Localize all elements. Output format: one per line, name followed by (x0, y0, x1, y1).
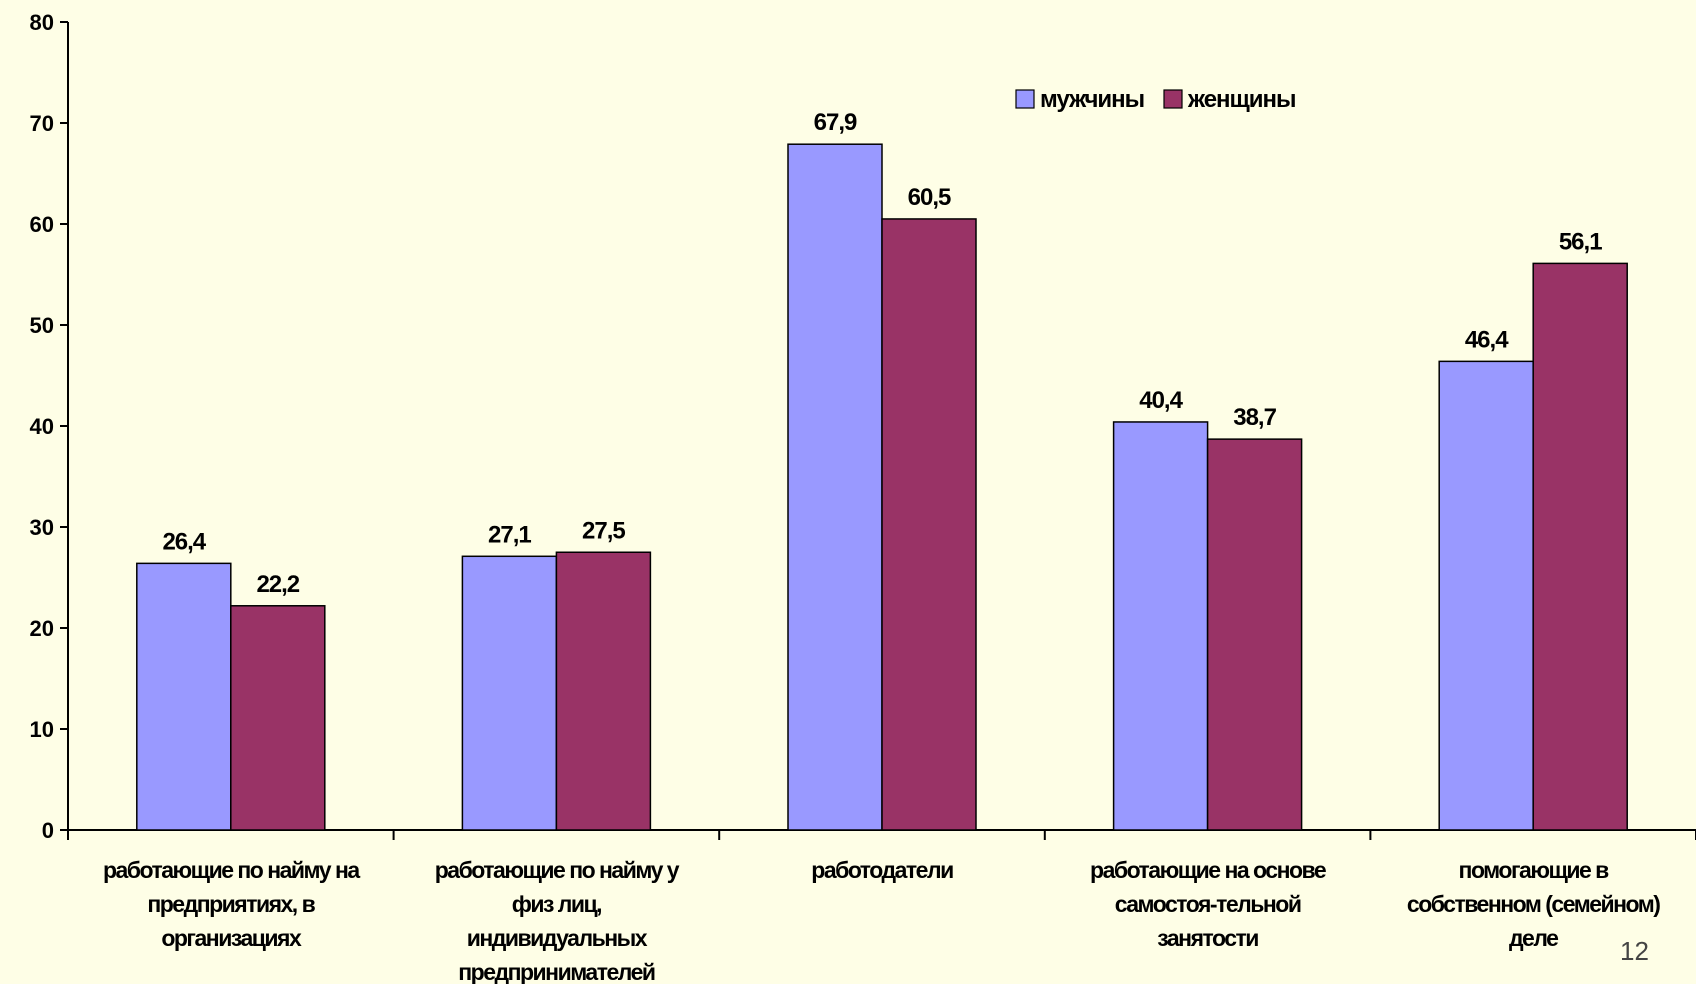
category-label: работающие на основе самостоя-тельной заня… (1090, 857, 1326, 951)
y-tick-label: 40 (30, 414, 54, 439)
data-labels: 26,4 22,2 27,1 27,5 67,9 60,5 40,4 38,7 46,4 56,1 (162, 109, 1603, 598)
data-label: 38,7 (1233, 404, 1276, 431)
category-label-line: работающие по найму на (103, 857, 360, 883)
category-label-line: предприятиях, в (147, 891, 315, 917)
legend-label: женщины (1187, 86, 1296, 113)
data-label: 27,5 (582, 517, 625, 544)
category-label-line: работодатели (811, 857, 953, 883)
axes: 0 10 20 30 40 50 60 70 80 (30, 10, 1696, 843)
bar (787, 143, 883, 831)
data-label: 27,1 (488, 521, 531, 548)
category-label-line: организациях (161, 925, 302, 951)
data-label: 46,4 (1465, 326, 1509, 353)
bar (1206, 438, 1303, 831)
page-number: 12 (1620, 936, 1649, 966)
legend-swatch (1015, 89, 1035, 109)
bar (1112, 421, 1209, 831)
data-label: 56,1 (1559, 228, 1602, 255)
bar (1438, 360, 1534, 831)
data-label: 22,2 (256, 571, 299, 598)
data-label: 67,9 (814, 109, 857, 136)
bar (461, 555, 558, 831)
category-label-line: предпринимателей (458, 959, 655, 984)
y-tick-label: 70 (30, 111, 54, 136)
y-tick-label: 80 (30, 10, 54, 35)
data-label: 60,5 (908, 184, 951, 211)
y-tick-label: 10 (30, 717, 54, 742)
y-tick-label: 0 (42, 818, 54, 843)
legend-swatch (1163, 89, 1183, 109)
category-label: работающие по найму у физ лиц, индивидуаль… (435, 857, 680, 984)
y-tick-label: 20 (30, 616, 54, 641)
category-label-line: собственном (семейном) (1407, 891, 1660, 917)
category-label: помогающие в собственном (семейном) деле (1407, 857, 1660, 951)
category-label-line: самостоя-тельной (1115, 891, 1301, 917)
y-tick-label: 50 (30, 313, 54, 338)
category-labels: работающие по найму на предприятиях, в орг… (103, 857, 1662, 984)
legend: мужчины женщины (1015, 86, 1297, 113)
category-label-line: индивидуальных (467, 925, 648, 951)
category-label: работающие по найму на предприятиях, в орг… (103, 857, 360, 951)
y-tick-label: 60 (30, 212, 54, 237)
bar (136, 562, 232, 831)
data-label: 26,4 (162, 528, 206, 555)
bar (1532, 262, 1628, 831)
category-label-line: физ лиц, (512, 891, 601, 917)
category-label-line: помогающие в (1459, 857, 1610, 883)
bars (136, 143, 1628, 831)
y-tick-label: 30 (30, 515, 54, 540)
category-label-line: занятости (1157, 925, 1258, 951)
category-label-line: работающие на основе (1090, 857, 1326, 883)
bar (555, 551, 652, 831)
bar (881, 218, 977, 831)
data-label: 40,4 (1139, 387, 1183, 414)
category-label-line: работающие по найму у (435, 857, 680, 883)
category-label-line: деле (1509, 925, 1558, 951)
legend-label: мужчины (1040, 86, 1144, 113)
bar (230, 605, 326, 831)
category-label: работодатели (811, 857, 953, 883)
